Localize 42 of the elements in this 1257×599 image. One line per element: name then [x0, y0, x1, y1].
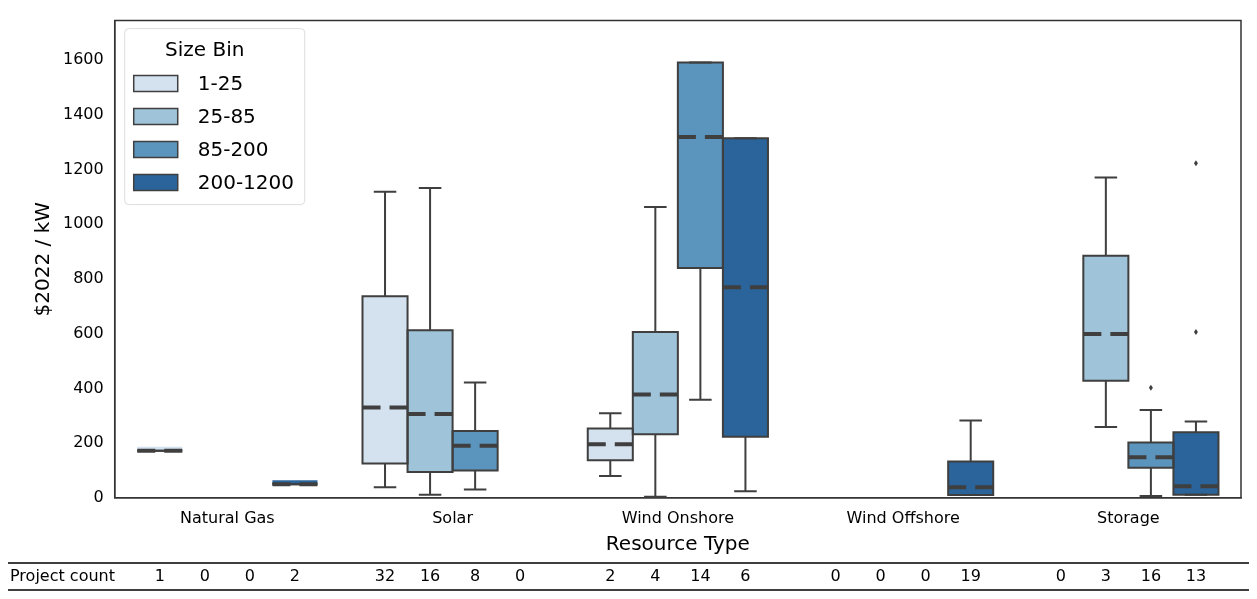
y-tick-label: 1600	[63, 49, 104, 69]
x-tick-label: Wind Offshore	[846, 507, 960, 527]
legend-label: 25-85	[197, 103, 256, 128]
y-axis-title: $2022 / kW	[30, 201, 55, 317]
text: 1	[154, 566, 165, 586]
legend-label: 85-200	[197, 136, 269, 161]
x-tick-label: Storage	[1097, 507, 1160, 527]
legend-title: Size Bin	[165, 36, 245, 61]
text: 4	[650, 566, 661, 586]
text: 0	[920, 566, 931, 586]
text: 19	[960, 566, 981, 586]
x-tick-label: Wind Onshore	[621, 507, 735, 527]
x-tick-label: Solar	[432, 507, 474, 527]
y-tick-label: 1000	[63, 213, 104, 233]
legend-label: 200-1200	[197, 169, 295, 194]
text: 0	[244, 566, 255, 586]
text: 0	[1055, 566, 1066, 586]
text: 2	[605, 566, 616, 586]
y-tick-label: 0	[93, 486, 104, 506]
text: 32	[374, 566, 396, 586]
y-tick-label: 400	[73, 377, 104, 397]
text: 0	[199, 566, 210, 586]
text: 2	[289, 566, 301, 586]
text: 0	[830, 566, 841, 586]
x-axis-title: Resource Type	[605, 531, 750, 556]
text: 16	[1140, 566, 1162, 586]
y-tick-label: 200	[73, 432, 104, 452]
text: Project count	[10, 566, 115, 586]
legend-label: 1-25	[197, 70, 244, 95]
text: 3	[1100, 566, 1111, 586]
y-tick-label: 1200	[63, 158, 104, 178]
text: 0	[875, 566, 886, 586]
text: 16	[419, 566, 441, 586]
text: 13	[1185, 566, 1207, 586]
y-tick-label: 800	[73, 268, 104, 288]
text: 0	[515, 566, 526, 586]
y-tick-label: 600	[73, 322, 104, 342]
text: 6	[740, 566, 751, 586]
text: 8	[470, 566, 481, 586]
text: 14	[690, 566, 711, 586]
y-tick-label: 1400	[63, 104, 104, 124]
x-tick-label: Natural Gas	[180, 507, 275, 527]
